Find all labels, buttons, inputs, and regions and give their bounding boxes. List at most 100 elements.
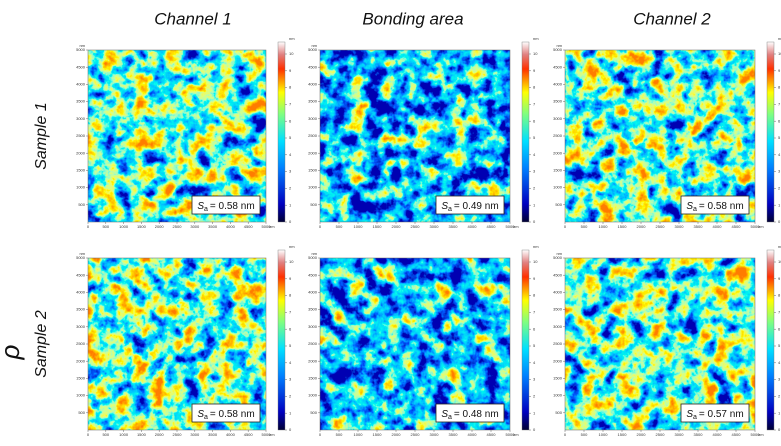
x-tick-label: 3000 <box>675 432 685 437</box>
y-tick-label: 2500 <box>76 133 86 138</box>
colorbar-tick-label: 0 <box>289 427 292 432</box>
sa-value: = 0.49 nm <box>454 201 499 212</box>
colorbar-tick-label: 0 <box>533 219 536 224</box>
colorbar-tick-label: 9 <box>778 68 781 73</box>
sa-value: = 0.57 nm <box>699 409 744 420</box>
colorbar-tick-label: 4 <box>778 360 781 365</box>
y-tick-label: 4000 <box>553 81 563 86</box>
x-tick-label: 1000 <box>599 432 609 437</box>
x-tick-label: 3500 <box>694 224 704 229</box>
colorbar-tick-label: 0 <box>778 427 781 432</box>
colorbar-tick-label: 8 <box>533 85 536 90</box>
sa-subscript: a <box>204 414 208 421</box>
y-unit: nm <box>311 43 317 48</box>
x-unit: nm <box>758 224 764 229</box>
colorbar-tick-label: 8 <box>778 85 781 90</box>
sa-subscript: a <box>448 206 452 213</box>
x-tick-label: 1500 <box>137 432 147 437</box>
colorbar-tick-label: 10 <box>289 51 294 56</box>
y-tick-label: 1000 <box>308 393 318 398</box>
colorbar-tick-label: 8 <box>533 293 536 298</box>
x-tick-label: 4000 <box>226 224 236 229</box>
sa-subscript: a <box>204 206 208 213</box>
colorbar-tick-label: 5 <box>533 135 536 140</box>
colorbar-tick-label: 7 <box>778 309 781 314</box>
colorbar-tick-label: 0 <box>289 219 292 224</box>
sa-symbol: S <box>197 409 204 420</box>
x-tick-label: 2500 <box>656 224 666 229</box>
x-tick-label: 1500 <box>137 224 147 229</box>
colorbar-tick-label: 5 <box>533 343 536 348</box>
x-tick-label: 1000 <box>119 432 129 437</box>
column-title: Channel 1 <box>154 9 232 28</box>
colorbar <box>521 249 530 431</box>
colorbar-tick-label: 9 <box>289 68 292 73</box>
x-tick-label: 2000 <box>392 432 402 437</box>
y-tick-label: 500 <box>78 410 85 415</box>
x-tick-label: 500 <box>102 432 109 437</box>
x-tick-label: 2500 <box>656 432 666 437</box>
y-tick-label: 3500 <box>76 307 86 312</box>
colorbar <box>766 249 775 431</box>
y-tick-label: 2000 <box>308 150 318 155</box>
y-tick-label: 3500 <box>308 307 318 312</box>
y-tick-label: 3500 <box>553 307 563 312</box>
x-tick-label: 5000 <box>751 432 761 437</box>
y-tick-label: 4500 <box>308 272 318 277</box>
x-tick-label: 5000 <box>506 432 516 437</box>
colorbar-tick-label: 4 <box>778 152 781 157</box>
colorbar-tick-label: 10 <box>289 259 294 264</box>
y-tick-label: 1500 <box>553 375 563 380</box>
sa-symbol: S <box>197 201 204 212</box>
sa-value: = 0.58 nm <box>699 201 744 212</box>
colorbar-unit: nm <box>533 36 539 41</box>
y-tick-label: 3500 <box>308 99 318 104</box>
row-label: Sample 2 <box>33 310 50 378</box>
y-tick-label: 3500 <box>553 99 563 104</box>
x-tick-label: 4000 <box>468 224 478 229</box>
x-unit: nm <box>513 432 519 437</box>
y-tick-label: 3500 <box>76 99 86 104</box>
x-tick-label: 3500 <box>694 432 704 437</box>
y-tick-label: 4000 <box>76 81 86 86</box>
x-tick-label: 3000 <box>190 432 200 437</box>
y-tick-label: 1000 <box>553 393 563 398</box>
x-tick-label: 3500 <box>208 432 218 437</box>
y-tick-label: 2000 <box>308 358 318 363</box>
colorbar <box>277 41 286 223</box>
y-tick-label: 4500 <box>76 64 86 69</box>
colorbar-tick-label: 6 <box>533 118 536 123</box>
colorbar-tick-label: 10 <box>778 51 781 56</box>
colorbar-tick-label: 2 <box>289 393 292 398</box>
y-tick-label: 4000 <box>308 81 318 86</box>
x-tick-label: 500 <box>336 224 343 229</box>
y-tick-label: 2500 <box>76 341 86 346</box>
x-tick-label: 1500 <box>373 432 383 437</box>
colorbar-tick-label: 3 <box>778 169 781 174</box>
y-tick-label: 4500 <box>553 272 563 277</box>
colorbar-unit: nm <box>533 244 539 249</box>
colorbar-tick-label: 2 <box>289 185 292 190</box>
colorbar-tick-label: 4 <box>289 152 292 157</box>
y-tick-label: 3000 <box>76 116 86 121</box>
x-tick-label: 1000 <box>119 224 129 229</box>
y-tick-label: 5000 <box>76 47 86 52</box>
y-unit: nm <box>556 251 562 256</box>
x-unit: nm <box>758 432 764 437</box>
x-tick-label: 1500 <box>373 224 383 229</box>
x-tick-label: 2500 <box>411 224 421 229</box>
y-tick-label: 3000 <box>76 324 86 329</box>
colorbar-tick-label: 3 <box>533 377 536 382</box>
x-tick-label: 0 <box>564 432 567 437</box>
colorbar-tick-label: 9 <box>778 276 781 281</box>
side-mark: ρ <box>0 344 25 360</box>
sa-value: = 0.48 nm <box>454 409 499 420</box>
colorbar-tick-label: 1 <box>778 410 781 415</box>
y-tick-label: 2000 <box>76 358 86 363</box>
sa-box <box>191 403 261 423</box>
colorbar-tick-label: 7 <box>289 309 292 314</box>
colorbar-tick-label: 6 <box>778 118 781 123</box>
y-tick-label: 500 <box>78 202 85 207</box>
sa-label: Sa = 0.48 nm <box>441 409 498 421</box>
